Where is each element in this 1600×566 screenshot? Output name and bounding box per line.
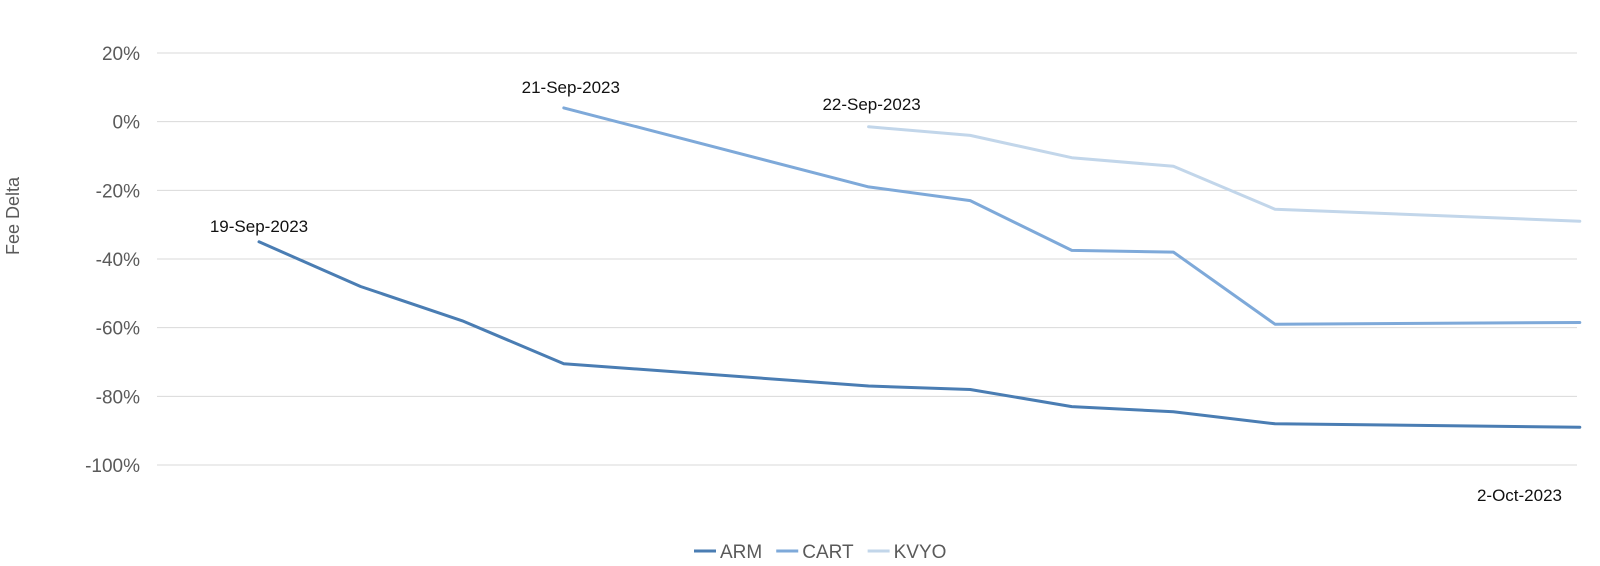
series-line-kvyo: [867, 125, 1582, 223]
series-line-arm: [257, 240, 1582, 429]
date-annotation: 22-Sep-2023: [822, 95, 920, 114]
legend: ARM CART KVYO: [694, 542, 946, 563]
series-lines: [257, 106, 1582, 429]
legend-label-cart: CART: [802, 542, 854, 563]
date-annotations: 19-Sep-2023 21-Sep-2023 22-Sep-2023 2-Oct-2…: [210, 78, 1562, 505]
y-tick-label: -100%: [85, 456, 140, 477]
y-tick-label: 20%: [102, 44, 140, 65]
y-axis-ticks: 20% 0% -20% -40% -60% -80% -100%: [85, 44, 140, 477]
gridlines: [157, 52, 1577, 466]
date-annotation: 2-Oct-2023: [1477, 486, 1562, 505]
y-tick-label: -60%: [96, 319, 140, 340]
date-annotation: 21-Sep-2023: [522, 78, 620, 97]
date-annotation: 19-Sep-2023: [210, 217, 308, 236]
y-tick-label: -80%: [96, 387, 140, 408]
y-tick-label: 0%: [113, 113, 141, 134]
legend-label-arm: ARM: [720, 542, 762, 563]
series-line-cart: [562, 106, 1582, 326]
y-axis-label: Fee Delta: [3, 176, 23, 255]
legend-label-kvyo: KVYO: [894, 542, 947, 563]
y-tick-label: -20%: [96, 181, 140, 202]
y-tick-label: -40%: [96, 250, 140, 271]
